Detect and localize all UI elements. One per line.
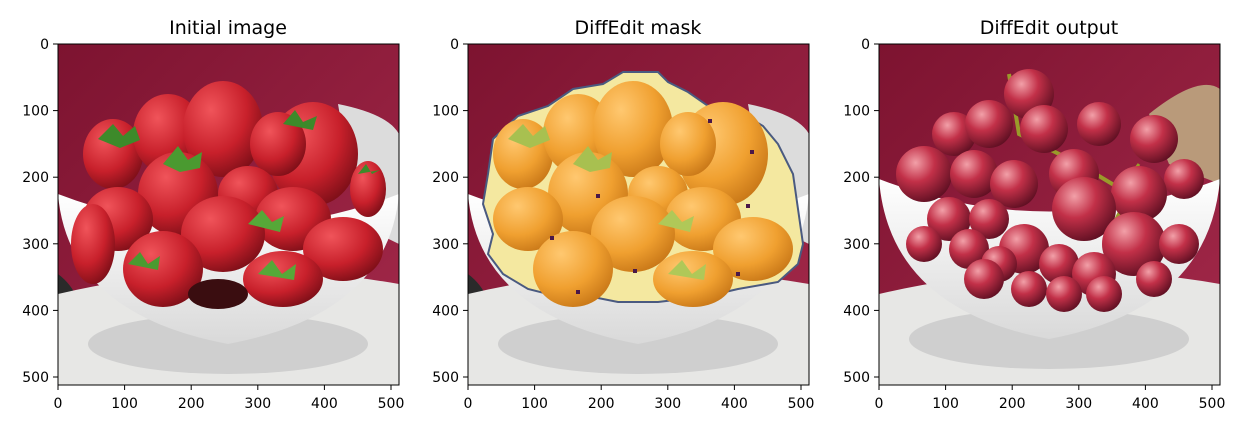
y-tick-label: 200 [22,170,49,186]
x-tick-label: 500 [378,396,405,412]
grapes-photo [879,44,1220,385]
x-tick-label: 200 [178,396,205,412]
y-tick-label: 0 [861,37,870,53]
panel-title: Initial image [169,17,287,39]
y-tick-label: 200 [843,170,870,186]
grapes [896,69,1204,312]
y-tick-label: 100 [843,104,870,120]
x-tick-label: 400 [311,396,338,412]
y-tick-label: 500 [843,370,870,386]
y-tick-label: 300 [22,237,49,253]
y-tick-label: 400 [843,303,870,319]
y-tick-label: 500 [22,370,49,386]
y-tick-label: 400 [432,303,459,319]
panel-title: DiffEdit output [980,17,1119,39]
x-tick-label: 400 [721,396,748,412]
x-axis-ticks: 0 100 200 300 400 500 [54,385,405,412]
x-tick-label: 500 [788,396,815,412]
y-tick-label: 300 [432,237,459,253]
y-axis-ticks: 0 100 200 300 400 500 [432,37,468,386]
x-tick-label: 300 [244,396,271,412]
y-tick-label: 200 [432,170,459,186]
y-tick-label: 0 [450,37,459,53]
masked-region [481,71,805,307]
x-tick-label: 100 [521,396,548,412]
strawberry-photo [58,44,399,385]
x-tick-label: 500 [1199,396,1226,412]
y-tick-label: 500 [432,370,459,386]
y-axis-ticks: 0 100 200 300 400 500 [843,37,879,386]
panel-diffedit-output: DiffEdit output [843,17,1225,412]
panel-title: DiffEdit mask [575,17,702,39]
x-tick-label: 100 [111,396,138,412]
y-axis-ticks: 0 100 200 300 400 500 [22,37,58,386]
x-tick-label: 300 [654,396,681,412]
y-tick-label: 100 [22,104,49,120]
y-tick-label: 0 [40,37,49,53]
y-tick-label: 400 [22,303,49,319]
x-tick-label: 0 [54,396,63,412]
x-tick-label: 200 [588,396,615,412]
panel-initial-image: Initial image [22,17,404,412]
y-tick-label: 300 [843,237,870,253]
y-tick-label: 100 [432,104,459,120]
x-axis-ticks: 0 100 200 300 400 500 [464,385,815,412]
x-tick-label: 100 [932,396,959,412]
x-tick-label: 300 [1065,396,1092,412]
x-axis-ticks: 0 100 200 300 400 500 [875,385,1226,412]
x-tick-label: 200 [999,396,1026,412]
mask-overlay-photo [468,44,809,385]
x-tick-label: 0 [875,396,884,412]
strawberries [71,81,386,309]
x-tick-label: 0 [464,396,473,412]
x-tick-label: 400 [1132,396,1159,412]
panel-diffedit-mask: DiffEdit mask [432,17,814,412]
